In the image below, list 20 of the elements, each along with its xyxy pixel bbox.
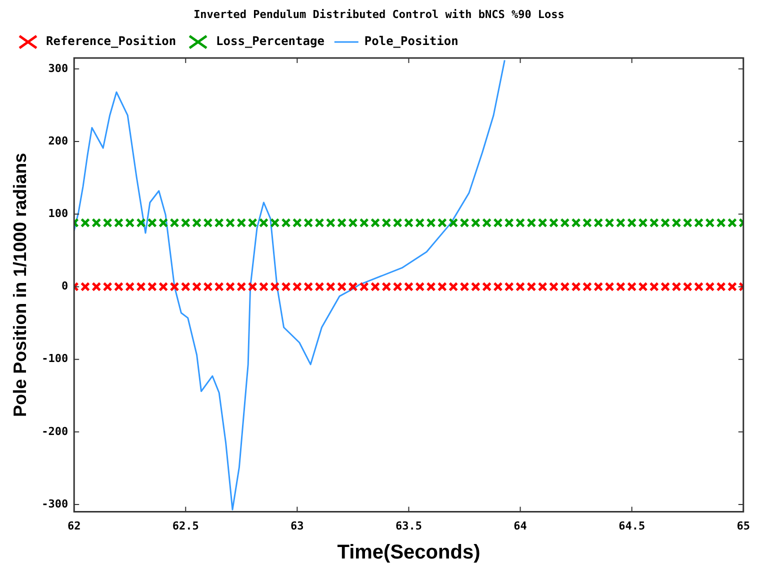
x-tick-label: 63.5 bbox=[395, 519, 422, 532]
y-tick-label: 200 bbox=[48, 134, 68, 148]
y-tick-label: -200 bbox=[42, 424, 68, 438]
legend-label: Reference_Position bbox=[46, 34, 176, 48]
x-tick-label: 63 bbox=[290, 519, 304, 532]
y-tick-label: 300 bbox=[48, 62, 68, 75]
y-axis-title: Pole Position in 1/1000 radians bbox=[10, 152, 30, 417]
legend-label: Pole_Position bbox=[364, 34, 458, 48]
y-tick-label: 0 bbox=[61, 280, 68, 293]
x-axis-title: Time(Seconds) bbox=[337, 542, 480, 564]
x-tick-label: 65 bbox=[736, 519, 750, 532]
x-tick-label: 62 bbox=[67, 519, 81, 532]
x-tick-label: 64 bbox=[514, 519, 528, 532]
y-tick-label: -100 bbox=[42, 352, 68, 366]
y-tick-label: 100 bbox=[48, 206, 68, 220]
x-tick-label: 62.5 bbox=[172, 519, 199, 532]
x-tick-label: 64.5 bbox=[618, 519, 646, 532]
chart-title: Inverted Pendulum Distributed Control with bNCS %90 Loss bbox=[192, 8, 566, 21]
legend-label: Loss_Percentage bbox=[216, 34, 324, 48]
y-tick-label: -300 bbox=[42, 497, 68, 510]
